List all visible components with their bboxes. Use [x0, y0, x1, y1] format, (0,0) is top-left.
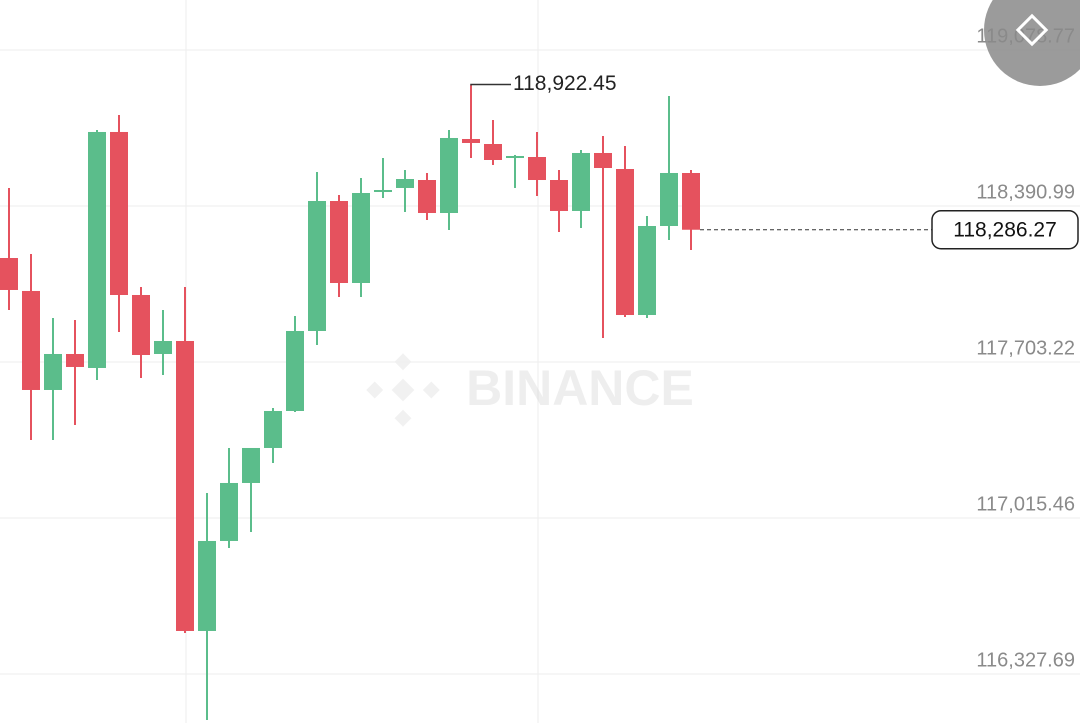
- candle-body: [462, 138, 480, 143]
- last-price-label: 118,286.27: [953, 218, 1057, 241]
- candle-body: [154, 340, 172, 354]
- candle-body: [264, 410, 282, 448]
- candle-body: [484, 144, 502, 160]
- candle-body: [506, 156, 524, 159]
- candle-body: [440, 137, 458, 214]
- high-marker-line: [470, 83, 511, 86]
- candle-body: [682, 172, 700, 230]
- candle-body: [0, 258, 18, 290]
- candle-body: [572, 152, 590, 211]
- candle-body: [594, 152, 612, 169]
- candle-body: [88, 131, 106, 368]
- candle-body: [616, 169, 634, 316]
- candle-body: [330, 201, 348, 283]
- candle-body: [110, 131, 128, 295]
- candle-body: [352, 192, 370, 283]
- candle-body: [44, 353, 62, 390]
- candle-body: [220, 482, 238, 541]
- candle-body: [660, 172, 678, 226]
- candle-body: [22, 290, 40, 390]
- candle-body: [198, 540, 216, 631]
- floating-button-icon: [1015, 13, 1049, 47]
- last-price-box: [931, 209, 1079, 250]
- candle-body: [396, 179, 414, 188]
- candle-body: [308, 201, 326, 331]
- y-tick-label: 118,390.99: [976, 181, 1075, 203]
- high-marker-label: 118,922.45: [513, 72, 617, 95]
- y-tick-label: 117,703.22: [976, 337, 1075, 359]
- candle-body: [242, 447, 260, 483]
- candle-body: [638, 225, 656, 316]
- y-tick-label: 116,327.69: [976, 649, 1075, 671]
- y-tick-label: 117,015.46: [976, 493, 1075, 515]
- candle-body: [550, 180, 568, 211]
- watermark-text: BINANCE: [466, 360, 694, 416]
- candle-body: [66, 353, 84, 367]
- candle-body: [286, 330, 304, 411]
- candle-body: [176, 340, 194, 631]
- candle-body: [418, 180, 436, 214]
- candle-body: [374, 190, 392, 193]
- candle-body: [528, 157, 546, 181]
- candle-body: [132, 294, 150, 355]
